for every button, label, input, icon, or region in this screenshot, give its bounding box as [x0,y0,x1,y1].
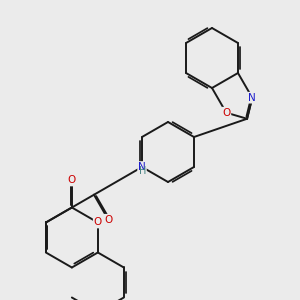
Text: H: H [139,166,147,176]
Text: O: O [222,108,230,118]
Text: O: O [94,218,102,227]
Text: O: O [104,215,112,225]
Text: N: N [138,162,146,172]
Text: O: O [68,176,76,185]
Text: N: N [248,93,256,103]
